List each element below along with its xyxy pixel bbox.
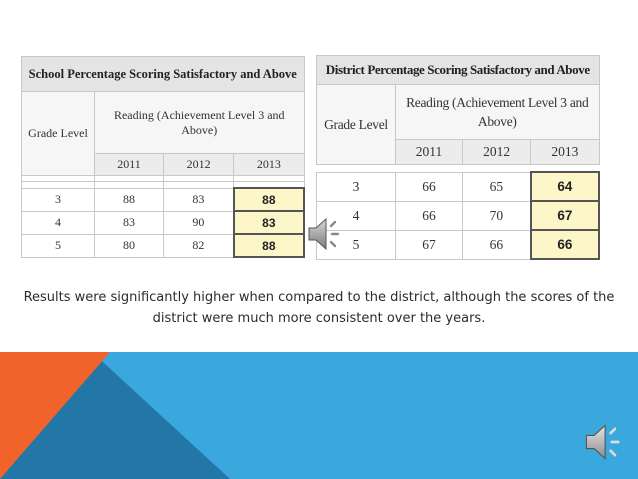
school-year-header: 2012 — [162, 153, 235, 176]
district-year-header: 2013 — [530, 139, 600, 165]
score-cell-highlighted: 66 — [529, 229, 601, 260]
score-cell-highlighted: 88 — [232, 187, 306, 212]
district-table-title: District Percentage Scoring Satisfactory… — [316, 55, 600, 85]
score-cell: 88 — [94, 187, 164, 212]
table-row: 4 83 90 83 — [21, 210, 306, 235]
score-cell: 70 — [462, 200, 532, 231]
table-row: 5 80 82 88 — [21, 233, 306, 258]
table-row: 4 66 70 67 — [316, 200, 601, 231]
score-cell: 90 — [162, 210, 235, 235]
school-year-header: 2013 — [233, 153, 305, 176]
school-reading-header: Reading (Achievement Level 3 and Above) — [94, 91, 305, 154]
speaker-icon[interactable] — [583, 420, 625, 464]
speaker-icon[interactable] — [306, 214, 344, 254]
table-row: 3 66 65 64 — [316, 171, 601, 202]
district-table: District Percentage Scoring Satisfactory… — [316, 55, 601, 260]
district-year-header: 2012 — [462, 139, 532, 165]
summary-caption: Results were significantly higher when c… — [23, 290, 615, 326]
district-year-header: 2011 — [394, 139, 464, 165]
score-cell: 83 — [94, 210, 164, 235]
grade-cell: 5 — [316, 229, 396, 260]
score-cell: 65 — [462, 171, 532, 202]
score-cell: 80 — [94, 233, 164, 258]
score-cell-highlighted: 88 — [232, 233, 306, 258]
grade-cell: 3 — [316, 171, 396, 202]
grade-cell: 5 — [21, 233, 95, 258]
score-cell: 66 — [462, 229, 532, 260]
score-cell: 67 — [394, 229, 464, 260]
school-table-title: School Percentage Scoring Satisfactory a… — [21, 56, 305, 92]
grade-cell: 4 — [21, 210, 95, 235]
score-cell-highlighted: 67 — [529, 200, 601, 231]
score-cell: 66 — [394, 200, 464, 231]
score-cell: 66 — [394, 171, 464, 202]
school-table: School Percentage Scoring Satisfactory a… — [21, 56, 306, 258]
score-cell: 83 — [162, 187, 235, 212]
score-cell: 82 — [162, 233, 235, 258]
score-cell-highlighted: 83 — [232, 210, 306, 235]
district-grade-header: Grade Level — [316, 84, 396, 165]
school-year-header: 2011 — [94, 153, 164, 176]
district-reading-header: Reading (Achievement Level 3 and Above) — [395, 84, 600, 140]
table-row: 3 88 83 88 — [21, 187, 306, 212]
table-row: 5 67 66 66 — [316, 229, 601, 260]
score-cell-highlighted: 64 — [529, 171, 601, 202]
school-grade-header: Grade Level — [21, 91, 95, 176]
grade-cell: 3 — [21, 187, 95, 212]
